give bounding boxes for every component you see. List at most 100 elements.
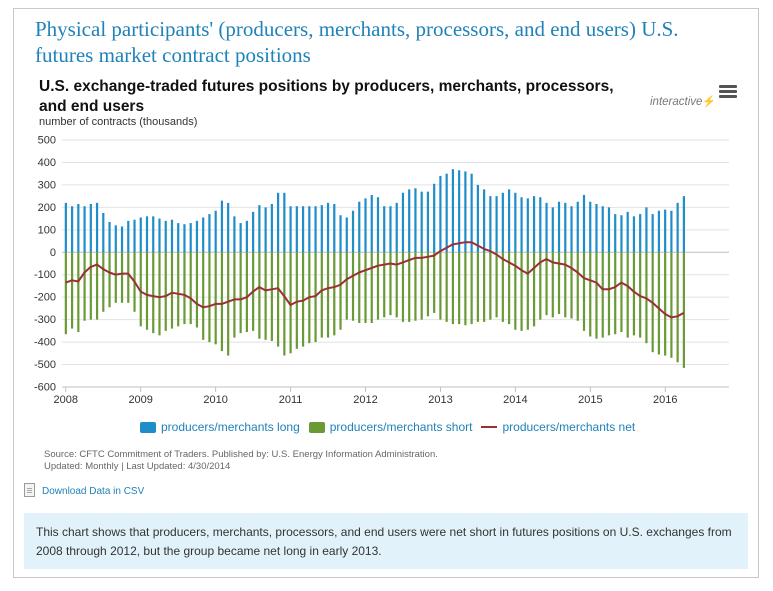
bar-long <box>358 201 361 253</box>
bar-short <box>589 252 592 337</box>
menu-bar <box>719 95 737 98</box>
bar-long <box>214 210 217 253</box>
bar-short <box>108 252 111 308</box>
bar-short <box>139 252 142 327</box>
bar-short <box>632 252 636 336</box>
bar-short <box>526 252 529 330</box>
bar-long <box>657 210 661 253</box>
legend-item-long[interactable]: producers/merchants long <box>140 420 300 434</box>
bar-long <box>145 216 149 253</box>
y-tick-label: -400 <box>34 337 56 349</box>
bar-long <box>483 189 486 253</box>
bar-short <box>607 252 611 336</box>
bar-short <box>433 252 436 313</box>
bar-short <box>83 252 86 321</box>
bar-short <box>426 252 430 317</box>
bar-long <box>664 209 667 253</box>
bar-short <box>345 252 348 320</box>
bar-short <box>676 252 679 363</box>
bar-short <box>614 252 617 335</box>
legend-label-net: producers/merchants net <box>502 420 636 434</box>
source-note: Source: CFTC Commitment of Traders. Publ… <box>44 449 438 473</box>
legend-item-short[interactable]: producers/merchants short <box>308 420 472 434</box>
bar-short <box>183 252 186 325</box>
bar-long <box>345 217 348 253</box>
bar-long <box>676 202 679 253</box>
bar-long <box>470 173 473 253</box>
source-line-2: Updated: Monthly | Last Updated: 4/30/20… <box>44 461 231 472</box>
bar-long <box>270 203 273 253</box>
y-tick-label: -300 <box>34 314 56 326</box>
bar-short <box>245 252 248 332</box>
hamburger-menu-icon[interactable] <box>719 85 737 99</box>
bar-long <box>202 217 205 253</box>
bar-long <box>639 214 642 253</box>
bar-long <box>127 220 130 253</box>
legend-label-long: producers/merchants long <box>161 420 300 434</box>
bar-long <box>476 184 479 253</box>
bar-long <box>120 226 124 253</box>
chart-caption: This chart shows that producers, merchan… <box>24 513 748 569</box>
bar-short <box>414 252 417 321</box>
bar-long <box>164 220 167 253</box>
bar-short <box>551 252 554 318</box>
bar-short <box>158 252 161 336</box>
bar-short <box>314 252 317 343</box>
x-tick-label: 2013 <box>428 394 452 406</box>
bar-long <box>320 205 323 253</box>
bar-short <box>470 252 473 325</box>
bar-long <box>682 196 685 253</box>
bar-short <box>682 252 685 368</box>
bar-short <box>164 252 167 331</box>
page-title: Physical participants' (producers, merch… <box>35 17 679 67</box>
bar-short <box>545 252 548 316</box>
bar-long <box>89 203 92 253</box>
bar-long <box>495 196 498 253</box>
bar-long <box>283 192 286 253</box>
bar-long <box>252 211 255 253</box>
bar-long <box>152 216 155 253</box>
bar-long <box>626 211 629 253</box>
bar-short <box>664 252 667 356</box>
legend-swatch-short <box>308 421 325 433</box>
chart-title: U.S. exchange-traded futures positions b… <box>39 78 614 115</box>
legend-swatch-net <box>481 426 498 428</box>
bar-short <box>202 252 205 340</box>
bar-long <box>177 223 180 253</box>
x-tick-label: 2010 <box>203 394 227 406</box>
bar-short <box>520 252 523 331</box>
bar-long <box>620 215 623 253</box>
bar-short <box>601 252 604 338</box>
bar-long <box>277 192 280 253</box>
y-tick-label: 500 <box>38 135 56 147</box>
bar-short <box>89 252 92 320</box>
bar-short <box>220 252 224 352</box>
legend-item-net[interactable]: producers/merchants net <box>481 420 635 434</box>
x-tick-label: 2016 <box>653 394 677 406</box>
y-tick-label: 400 <box>38 157 56 169</box>
bar-long <box>601 206 604 253</box>
download-csv-link[interactable]: Download Data in CSV <box>24 483 144 497</box>
bar-long <box>227 202 230 253</box>
bar-long <box>233 216 236 253</box>
bar-short <box>514 252 517 330</box>
y-tick-label: 200 <box>38 202 56 214</box>
bar-short <box>670 252 673 358</box>
bar-long <box>77 203 80 253</box>
bar-short <box>326 252 330 338</box>
bar-long <box>308 206 311 253</box>
bar-short <box>339 252 342 330</box>
bar-long <box>139 217 142 253</box>
net-line <box>65 241 685 319</box>
bar-short <box>476 252 479 322</box>
bar-long <box>557 201 561 253</box>
bar-long <box>70 206 74 253</box>
bar-short <box>657 252 661 355</box>
bar-short <box>295 252 298 349</box>
bar-long <box>426 191 430 253</box>
bar-long <box>445 173 448 253</box>
bar-short <box>576 252 579 321</box>
bar-short <box>483 252 486 322</box>
bar-short <box>501 252 504 322</box>
y-tick-label: 300 <box>38 179 56 191</box>
